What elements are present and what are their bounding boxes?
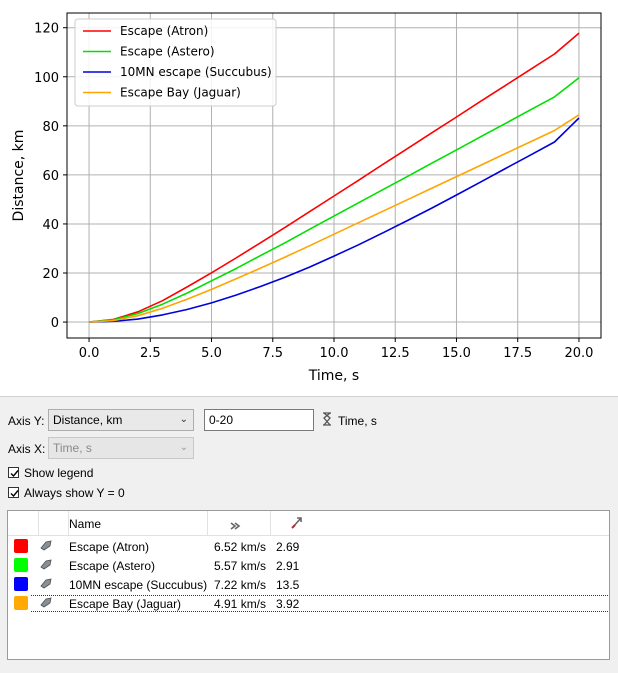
- series-line: [88, 117, 580, 323]
- x-tick-label: 0.0: [79, 346, 100, 361]
- x-tick-label: 2.5: [140, 346, 161, 361]
- color-swatch[interactable]: [14, 558, 28, 572]
- fits-table: Name Escape (Atron) 6.52 km/s 2.69 Escape (…: [7, 510, 610, 660]
- fit-name: 10MN escape (Succubus): [69, 578, 208, 592]
- y-tick-label: 60: [42, 169, 59, 184]
- ship-icon: [40, 558, 52, 573]
- ticks: 0.0 2.5 5.0 7.5 10.0 12.5 15.0 17.5 20.0 0 20 40 60 8…: [34, 22, 593, 361]
- series-line: [88, 32, 580, 323]
- axis-x-value: Time, s: [53, 441, 92, 455]
- x-tick-label: 15.0: [442, 346, 471, 361]
- always-show-y0-checkbox[interactable]: [8, 487, 19, 498]
- y-tick-label: 20: [42, 267, 59, 282]
- align-time: 2.91: [276, 559, 300, 573]
- y-tick-label: 100: [34, 71, 59, 86]
- chart: 0.0 2.5 5.0 7.5 10.0 12.5 15.0 17.5 20.0 0 20 40 60 8…: [0, 0, 618, 396]
- chart-svg: 0.0 2.5 5.0 7.5 10.0 12.5 15.0 17.5 20.0 0 20 40 60 8…: [11, 12, 602, 384]
- align-time: 3.92: [276, 597, 300, 611]
- max-velocity: 4.91 km/s: [214, 597, 267, 611]
- color-swatch[interactable]: [14, 539, 28, 553]
- axis-y-select[interactable]: Distance, km ⌄: [48, 409, 194, 431]
- fit-name: Escape Bay (Jaguar): [69, 597, 182, 611]
- align-time: 2.69: [276, 540, 300, 554]
- always-show-y0-label[interactable]: Always show Y = 0: [24, 486, 125, 500]
- legend-label: Escape Bay (Jaguar): [120, 86, 241, 100]
- hourglass-icon[interactable]: [322, 412, 332, 429]
- series-line: [88, 77, 580, 323]
- table-row[interactable]: Escape (Astero) 5.57 km/s 2.91: [8, 556, 609, 575]
- x-tick-label: 10.0: [320, 346, 349, 361]
- fit-name: Escape (Astero): [69, 559, 156, 573]
- color-swatch[interactable]: [14, 596, 28, 610]
- legend-box: [74, 18, 277, 107]
- ship-icon: [40, 596, 52, 611]
- x-tick-label: 17.5: [503, 346, 532, 361]
- x-tick-label: 5.0: [201, 346, 222, 361]
- checkmark-icon: [10, 470, 19, 478]
- max-velocity: 6.52 km/s: [214, 540, 267, 554]
- show-legend-label[interactable]: Show legend: [24, 466, 94, 480]
- axis-y-value: Distance, km: [53, 413, 123, 427]
- legend-label: Escape (Atron): [120, 24, 208, 38]
- y-tick-label: 120: [34, 22, 59, 37]
- chevron-down-icon: ⌄: [179, 414, 188, 425]
- series-layer: [88, 32, 580, 323]
- column-divider: [207, 511, 208, 535]
- column-divider: [68, 511, 69, 535]
- axis-y-label: Axis Y:: [8, 414, 45, 428]
- fit-name: Escape (Atron): [69, 540, 150, 554]
- legend-label: 10MN escape (Succubus): [120, 65, 272, 79]
- x-axis-label: Time, s: [308, 368, 359, 384]
- axis-x-label: Axis X:: [8, 442, 46, 456]
- checkmark-icon: [10, 490, 19, 498]
- ship-icon: [40, 577, 52, 592]
- show-legend-checkbox[interactable]: [8, 467, 19, 478]
- chart-controls: Axis Y: Distance, km ⌄ 0-20 Time, s Axis…: [0, 396, 618, 673]
- y-axis-label: Distance, km: [11, 130, 27, 222]
- max-velocity: 5.57 km/s: [214, 559, 267, 573]
- axis-x-select[interactable]: Time, s ⌄: [48, 437, 194, 459]
- y-tick-label: 40: [42, 218, 59, 233]
- table-row[interactable]: Escape Bay (Jaguar) 4.91 km/s 3.92: [8, 594, 609, 613]
- range-axis-label: Time, s: [338, 414, 377, 428]
- grid: [67, 13, 601, 338]
- table-header: Name: [8, 511, 609, 536]
- focus-outline: [31, 595, 608, 612]
- name-column-header[interactable]: Name: [69, 517, 102, 531]
- table-row[interactable]: Escape (Atron) 6.52 km/s 2.69: [8, 537, 609, 556]
- color-swatch[interactable]: [14, 577, 28, 591]
- legend-label: Escape (Astero): [120, 45, 215, 59]
- agility-icon[interactable]: [291, 516, 303, 532]
- y-tick-label: 80: [42, 120, 59, 135]
- x-tick-label: 7.5: [262, 346, 283, 361]
- ship-icon: [40, 539, 52, 554]
- x-tick-label: 12.5: [381, 346, 410, 361]
- column-divider: [38, 511, 39, 535]
- align-time: 13.5: [276, 578, 300, 592]
- legend[interactable]: Escape (Atron) Escape (Astero) 10MN escape…: [74, 18, 277, 107]
- max-velocity: 7.22 km/s: [214, 578, 267, 592]
- y-tick-label: 0: [51, 316, 59, 331]
- table-row[interactable]: 10MN escape (Succubus) 7.22 km/s 13.5: [8, 575, 609, 594]
- chevron-down-icon: ⌄: [179, 442, 188, 453]
- divider: [0, 396, 618, 397]
- x-tick-label: 20.0: [564, 346, 593, 361]
- column-divider: [270, 511, 271, 535]
- range-input[interactable]: 0-20: [204, 409, 314, 431]
- speed-icon[interactable]: [230, 519, 242, 533]
- series-line: [88, 114, 580, 323]
